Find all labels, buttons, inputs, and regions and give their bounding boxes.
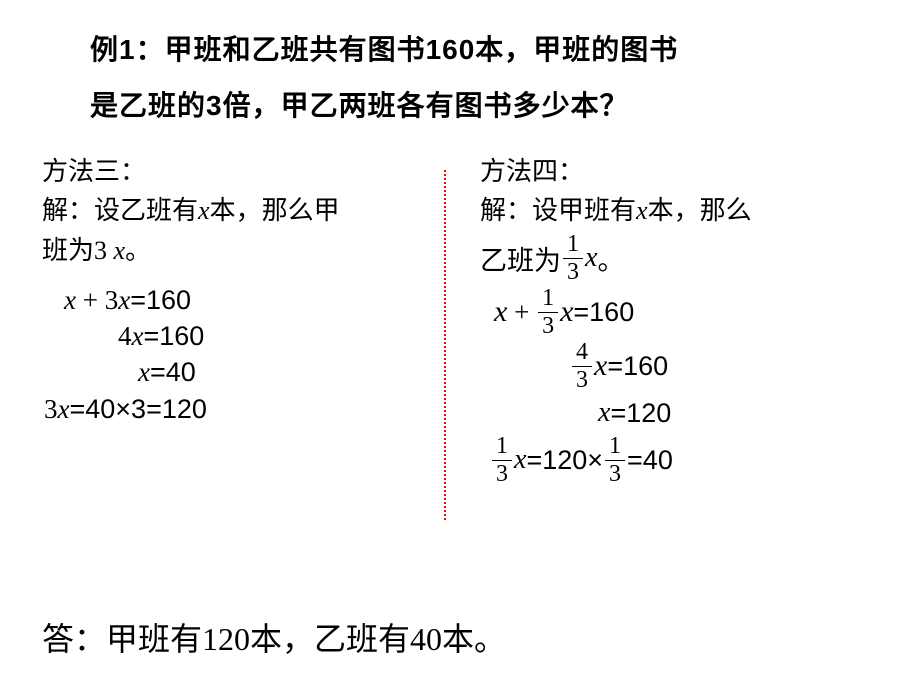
m4-eq3: x=120 [480,393,880,433]
math-slide: 例1：甲班和乙班共有图书160本，甲班的图书 是乙班的3倍，甲乙两班各有图书多少… [0,0,920,690]
methods-columns: 方法三： 解：设乙班有x本，那么甲 班为3 x。 x + 3x=160 4x=1… [0,152,920,487]
fn2: 1 [538,285,558,311]
m3-eq2: 4x=160 [42,318,450,354]
m4-eq2-rhs: =160 [607,351,668,382]
m4-eq3-rhs: =120 [610,398,671,429]
fn5: 1 [605,433,625,459]
m3-eq3-rhs: =40 [150,354,196,390]
m4-eq4: 1 3 x =120× 1 3 =40 [480,433,880,487]
final-answer: 答：甲班有120本，乙班有40本。 [42,614,506,660]
m4-eq1: x + 1 3 x=160 [480,285,880,339]
problem-line1: 例1：甲班和乙班共有图书160本，甲班的图书 [90,34,678,65]
m3-equations: x + 3x=160 4x=160 x=40 3x=40×3=120 [42,282,450,428]
problem-statement: 例1：甲班和乙班共有图书160本，甲班的图书 是乙班的3倍，甲乙两班各有图书多少… [0,22,920,134]
m3-assume-pre: 解：设乙班有 [42,196,198,225]
method3-assume: 解：设乙班有x本，那么甲 班为3 x。 [42,191,450,272]
fd1: 3 [563,258,583,285]
frac-4-3: 4 3 [572,339,592,393]
m4-var1: x [636,196,648,225]
m4-assume2: 乙班为 1 3 x 。 [480,231,880,285]
m3-assume2-pre: 班为3 [42,236,114,265]
m4-eq4-mid: =120× [526,445,603,476]
fd4: 3 [492,460,512,487]
m4-eq1-rhs: =160 [573,297,634,328]
fn4: 1 [492,433,512,459]
m3-eq3: x=40 [42,354,450,390]
method4-assume: 解：设甲班有x本，那么 [480,191,880,231]
m3-var1: x [198,196,210,225]
m3-eq4: 3x=40×3=120 [42,391,450,427]
m4-assume-pre: 解：设甲班有 [480,196,636,225]
method-3: 方法三： 解：设乙班有x本，那么甲 班为3 x。 x + 3x=160 4x=1… [42,152,450,487]
column-divider [444,170,446,520]
m4-assume-post: 本，那么 [648,196,752,225]
method3-title: 方法三： [42,152,450,191]
fd3: 3 [572,366,592,393]
fd5: 3 [605,460,625,487]
m4-eq2: 4 3 x=160 [480,339,880,393]
fn1: 1 [563,231,583,257]
m4-assume2-pre: 乙班为 [480,239,561,278]
m4-eq4-var: x [514,444,526,476]
m3-eq1-rhs: =160 [130,282,191,318]
frac-1-3-b: 1 3 [538,285,558,339]
frac-1-3-d: 1 3 [605,433,625,487]
m3-assume-post: 本，那么甲 [210,196,340,225]
m3-eq1: x + 3x=160 [42,282,450,318]
m4-eq2-var: x [594,349,607,383]
m3-assume2-post: 。 [125,236,151,265]
method-4: 方法四： 解：设甲班有x本，那么 乙班为 1 3 x 。 x + 1 3 x= [450,152,880,487]
m4-assume2-post: 。 [597,239,624,278]
m4-eq3-var: x [598,397,610,429]
problem-line2: 是乙班的3倍，甲乙两班各有图书多少本？ [90,90,629,121]
frac-1-3-a: 1 3 [563,231,583,285]
m4-eq4-rhs: =40 [627,445,673,476]
method4-title: 方法四： [480,152,880,191]
frac-1-3-c: 1 3 [492,433,512,487]
fd2: 3 [538,312,558,339]
fn3: 4 [572,339,592,365]
m4-var2: x [585,242,597,274]
m3-eq2-rhs: =160 [143,318,204,354]
m3-var2: x [114,236,126,265]
